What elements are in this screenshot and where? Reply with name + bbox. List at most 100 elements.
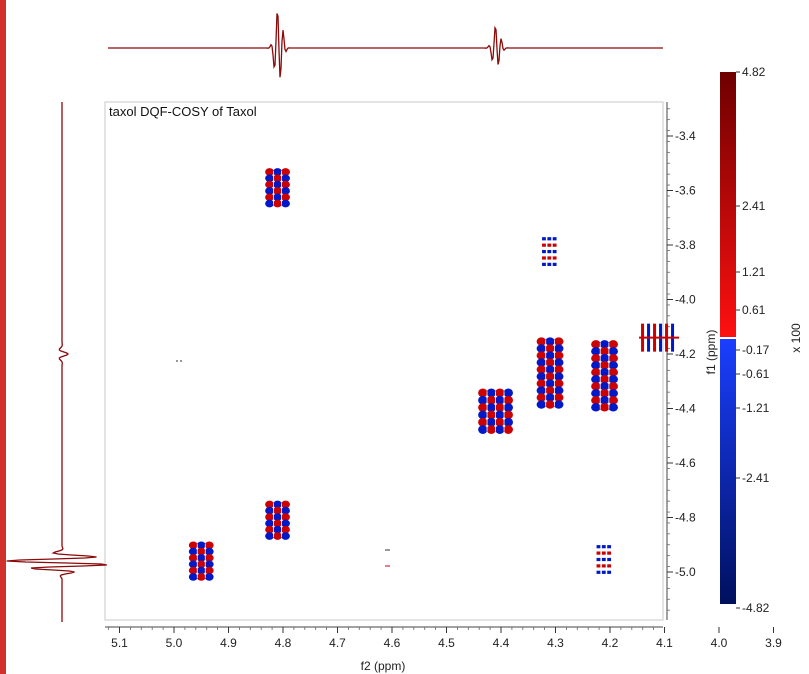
peak-cell — [495, 410, 505, 420]
peak-cell — [536, 393, 547, 402]
peak-cell — [281, 532, 290, 540]
peak-cell — [281, 193, 290, 202]
x-tick-label: 4.1 — [656, 636, 673, 650]
peak-cell — [495, 395, 505, 405]
peak-cell — [553, 351, 564, 360]
peak-cell — [478, 395, 488, 405]
peak-cell — [204, 566, 214, 575]
peak-cell — [608, 403, 618, 412]
peak-cell — [608, 361, 618, 370]
x-tick-label: 4.7 — [329, 636, 346, 650]
peak-cell — [599, 403, 610, 412]
peak-cell — [478, 388, 488, 398]
y-tick-label: -4.8 — [675, 511, 696, 525]
peak-cell — [591, 361, 601, 370]
peak-cell — [188, 541, 198, 550]
peak-cell — [601, 564, 606, 568]
peak-cell — [265, 193, 274, 202]
peak-cell — [486, 403, 496, 412]
colorbar-tick-label: 4.82 — [742, 65, 766, 79]
peak-cell — [265, 199, 274, 208]
peak-cell — [536, 365, 547, 374]
x-tick-label: 5.1 — [111, 636, 128, 650]
peak-cell — [281, 180, 290, 189]
y-axis-title: f1 (ppm) — [704, 330, 718, 375]
peak-cell — [552, 243, 557, 247]
peak-cell — [281, 168, 290, 176]
peak-cell — [536, 337, 547, 346]
y-tick-label: -4.4 — [675, 402, 696, 416]
y-tick-label: -3.8 — [675, 238, 696, 252]
peak-cell — [503, 403, 513, 412]
peak-cell — [547, 262, 552, 266]
y-tick-label: -4.2 — [675, 347, 696, 361]
peak-cell — [608, 340, 618, 349]
peak-cell — [265, 174, 274, 183]
x-tick-label: 4.9 — [220, 636, 237, 650]
peak-cell — [547, 256, 552, 260]
chart-title: taxol DQF-COSY of Taxol — [109, 104, 257, 119]
peak-cell — [273, 519, 282, 528]
peak-cell — [601, 557, 606, 562]
peak-cell — [545, 344, 555, 353]
peak-cell — [273, 532, 282, 540]
peak-cell — [281, 525, 290, 534]
peak-cell — [273, 193, 282, 202]
peak-cell — [552, 262, 557, 266]
peak-cell — [486, 395, 496, 405]
peak-cell — [265, 500, 274, 509]
peak-cell — [503, 395, 513, 405]
peak-cell — [265, 506, 274, 515]
cross-peak — [591, 340, 618, 412]
peak-cell — [545, 400, 555, 409]
peak-cell — [607, 557, 612, 562]
colorbar-tick-label: -1.21 — [742, 401, 770, 415]
peak-cell — [536, 379, 547, 388]
peak-cell — [273, 506, 282, 515]
peak-cell — [599, 361, 610, 370]
peak-cell — [495, 403, 505, 412]
peak-cell — [553, 400, 564, 409]
peak-cell — [545, 379, 555, 388]
y-tick-label: -4.0 — [675, 293, 696, 307]
peak-cell — [545, 386, 555, 395]
peak-cell — [495, 417, 505, 427]
peak-cell — [599, 389, 610, 398]
peak-cell — [552, 237, 557, 241]
peak-cell — [596, 551, 601, 555]
peak-cell — [542, 256, 546, 260]
peak-cell — [599, 368, 610, 377]
peak-cell — [204, 547, 214, 556]
cross-peak — [478, 388, 513, 434]
cross-peak — [639, 323, 680, 352]
peak-cell — [596, 557, 601, 562]
peak-cell — [591, 389, 601, 398]
peak-cell — [281, 174, 290, 183]
peak-cell — [265, 519, 274, 528]
peak-cell — [552, 256, 557, 260]
peak-cell — [536, 344, 547, 353]
y-tick-label: -3.6 — [675, 184, 696, 198]
peak-cell — [599, 340, 610, 349]
f2-projection-trace — [108, 13, 663, 78]
peak-cell — [536, 400, 547, 409]
peak-cell — [196, 560, 206, 569]
peak-cell — [552, 249, 557, 254]
peak-cell — [196, 573, 206, 581]
peak-cell — [599, 354, 610, 363]
peak-cell — [536, 358, 547, 367]
peak-cell — [265, 532, 274, 540]
cross-peak — [188, 541, 214, 581]
peak-cell — [486, 388, 496, 398]
peak-cell — [542, 249, 546, 254]
peak-cell — [281, 506, 290, 515]
x-tick-label: 4.0 — [711, 636, 728, 650]
peak-cell — [601, 545, 606, 549]
peak-cell — [553, 379, 564, 388]
colorbar-negative — [720, 338, 736, 604]
x-tick-label: 4.2 — [602, 636, 619, 650]
x-tick-label: 4.4 — [493, 636, 510, 650]
x-tick-label: 4.5 — [438, 636, 455, 650]
peak-cell — [547, 243, 552, 247]
peak-cell — [273, 180, 282, 189]
